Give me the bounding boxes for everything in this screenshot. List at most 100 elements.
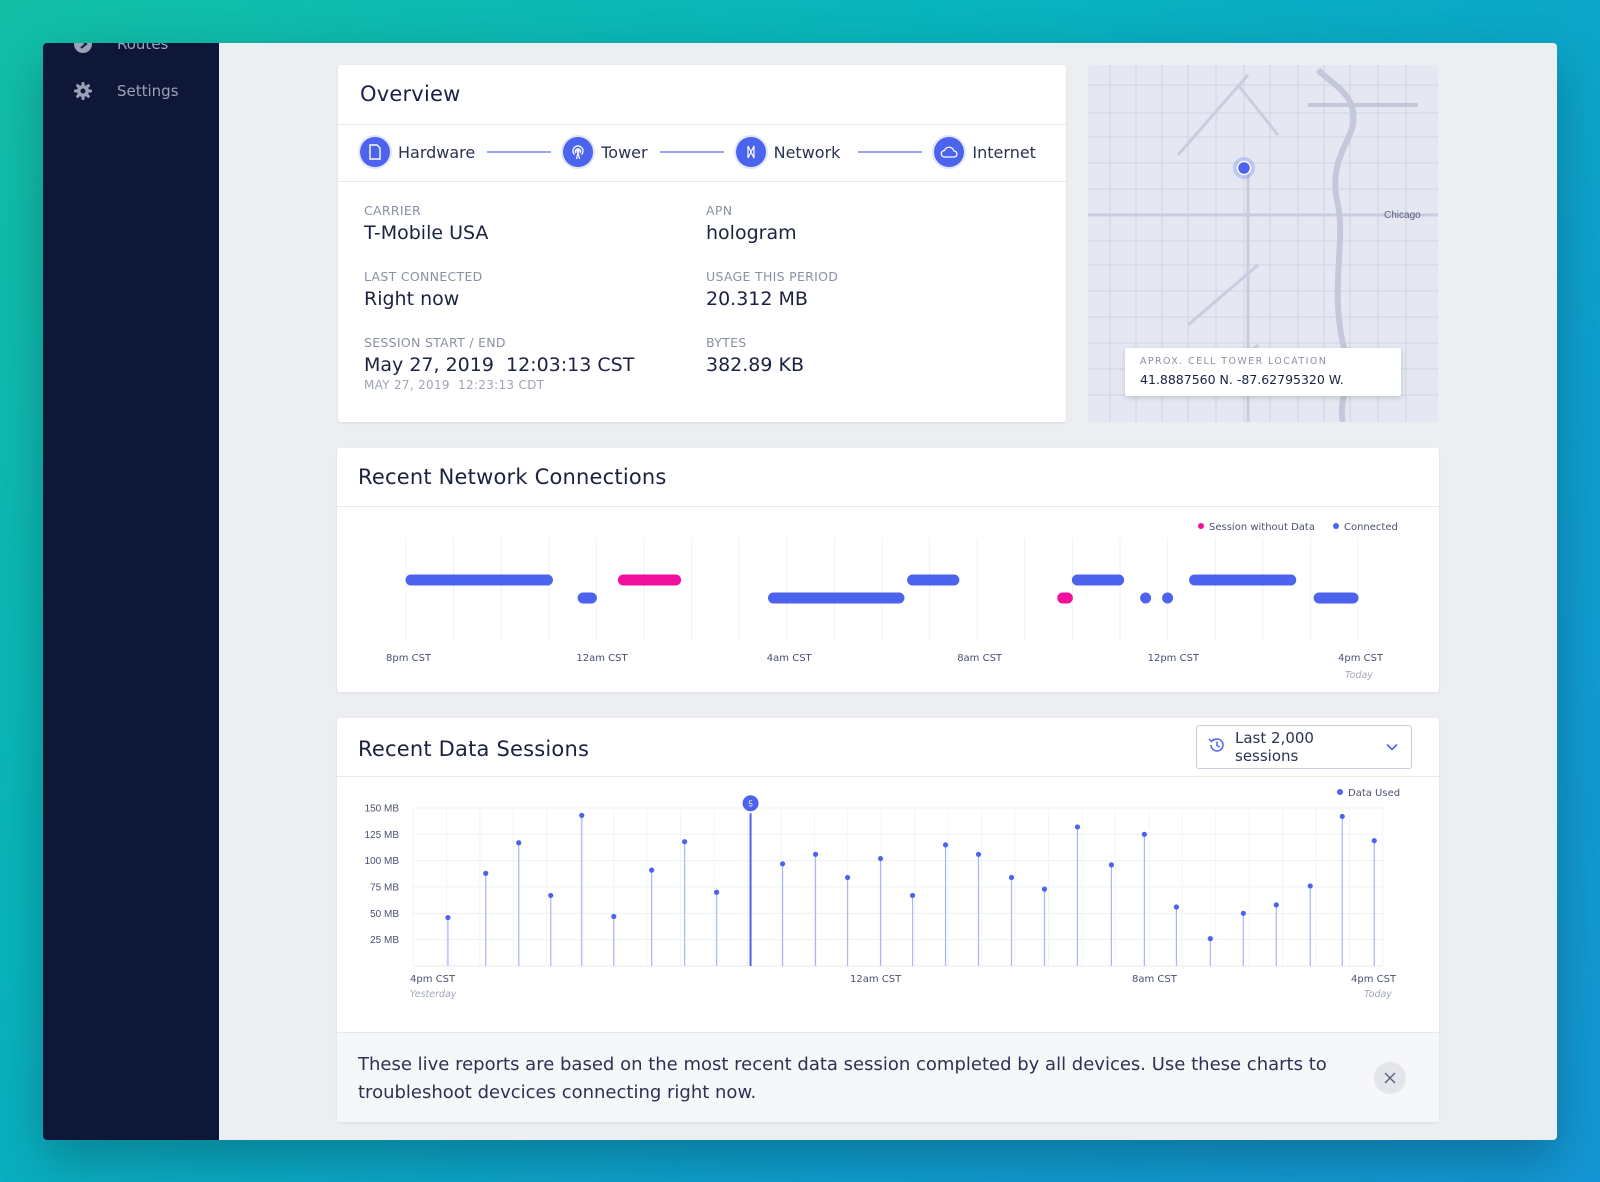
chevron-down-icon (1385, 738, 1399, 756)
data-point (1207, 936, 1213, 942)
data-point (942, 842, 949, 848)
data-point (1108, 862, 1114, 868)
network-icon (735, 137, 766, 167)
carrier-field: CARRIER T-Mobile USA (364, 203, 488, 244)
step-label: Network (773, 142, 841, 162)
tower-location-tooltip: APROX. CELL TOWER LOCATION 41.8887560 N.… (1125, 348, 1401, 396)
x-tick-label: 8pm CST (386, 653, 432, 664)
data-point (844, 874, 851, 881)
session-range-dropdown[interactable]: Last 2,000 sessions (1196, 725, 1412, 769)
field-label: USAGE THIS PERIOD (706, 269, 839, 284)
legend-session-without-data: Session without Data (1198, 522, 1315, 533)
x-tick-label: 8am CST (1132, 974, 1177, 985)
history-icon (1207, 735, 1227, 759)
step-internet[interactable]: Internet (934, 137, 1036, 167)
tooltip-label: APROX. CELL TOWER LOCATION (1140, 356, 1328, 367)
data-point (445, 914, 451, 921)
data-point (483, 870, 489, 876)
y-tick-label: 100 MB (365, 856, 400, 867)
legend-data-used: Data Used (1337, 788, 1400, 799)
data-point (1173, 904, 1179, 910)
data-point (1008, 874, 1015, 881)
connections-legend: Session without Data Connected (1198, 522, 1398, 533)
data-point (877, 855, 884, 862)
field-value: T-Mobile USA (364, 222, 489, 244)
x-axis-yesterday: Yesterday (410, 989, 457, 1000)
connection-point (1140, 592, 1152, 604)
data-point (779, 861, 786, 867)
x-axis-today: Today (1345, 670, 1373, 681)
data-point (909, 892, 916, 899)
x-tick-label: 12am CST (576, 653, 628, 664)
tooltip-coordinates: 41.8887560 N. -87.62795320 W. (1140, 372, 1344, 387)
app-window: Routes (43, 43, 1557, 1140)
x-tick-label: 4am CST (766, 653, 812, 664)
data-point-highlight (742, 795, 759, 812)
connection-point (1162, 592, 1174, 604)
overview-title: Overview (360, 82, 461, 106)
routes-icon (73, 43, 93, 54)
field-value: hologram (706, 222, 797, 244)
step-label: Internet (972, 142, 1036, 162)
data-sessions-chart: 25 MB 50 MB 75 MB 100 MB 125 MB 150 MB 5 (365, 795, 1384, 967)
sidebar-item-label: Settings (117, 82, 179, 100)
divider (337, 506, 1439, 507)
step-network[interactable]: Network (735, 137, 841, 167)
step-label: Tower (601, 142, 648, 162)
x-tick-label: 4pm CST (410, 974, 456, 985)
close-icon (1384, 1069, 1396, 1088)
field-value: Right now (364, 288, 460, 310)
data-point (812, 851, 819, 857)
field-value: 20.312 MB (706, 288, 808, 310)
info-text: These live reports are based on the most… (358, 1054, 1327, 1103)
step-label: Hardware (398, 142, 476, 162)
divider (337, 776, 1439, 777)
sidebar-item-routes[interactable]: Routes (73, 43, 168, 54)
sessions-title: Recent Data Sessions (358, 737, 590, 761)
field-label: SESSION START / END (364, 335, 506, 350)
overview-card: Overview Hardware Tower Netwo (338, 65, 1066, 422)
y-tick-label: 50 MB (370, 909, 399, 920)
tower-icon (563, 137, 594, 167)
data-point (611, 913, 617, 920)
data-sessions-card: Recent Data Sessions Last 2,000 sessions… (337, 718, 1439, 1122)
x-tick-label: 12am CST (850, 974, 902, 985)
sim-card-icon (360, 137, 390, 167)
step-hardware[interactable]: Hardware (360, 137, 475, 167)
data-point (682, 839, 688, 845)
highlight-badge-label: 5 (748, 799, 753, 808)
gear-icon (73, 81, 93, 101)
field-label: BYTES (706, 335, 747, 350)
map-city-label: Chicago (1384, 210, 1421, 221)
y-tick-label: 75 MB (370, 883, 399, 894)
field-label: APN (706, 203, 733, 218)
close-button[interactable] (1374, 1062, 1406, 1094)
data-point (649, 867, 655, 873)
data-point (548, 892, 554, 899)
data-point (579, 812, 585, 818)
tower-location-map[interactable]: Chicago APROX. CELL TOWER LOCATION 41.88… (1088, 65, 1438, 422)
bytes-field: BYTES 382.89 KB (706, 335, 804, 376)
y-tick-label: 125 MB (365, 830, 400, 841)
sessions-legend: Data Used (1337, 788, 1400, 799)
x-tick-label: 4pm CST (1351, 974, 1397, 985)
session-field: SESSION START / END May 27, 2019 12:03:1… (364, 335, 634, 392)
y-tick-label: 150 MB (365, 804, 400, 815)
divider (338, 124, 1066, 125)
dropdown-label: Last 2,000 sessions (1235, 729, 1314, 765)
x-tick-label: 8am CST (957, 653, 1003, 664)
data-point (1371, 838, 1377, 844)
connection-stepper: Hardware Tower Network Int (360, 137, 1036, 167)
field-subvalue: MAY 27, 2019 12:23:13 CDT (364, 378, 545, 392)
data-point (1339, 813, 1345, 820)
data-point (1273, 902, 1279, 908)
data-point (1074, 824, 1081, 830)
field-value: 382.89 KB (706, 354, 805, 376)
sidebar: Routes (43, 43, 219, 1140)
sidebar-item-settings[interactable]: Settings (73, 81, 179, 101)
legend-connected: Connected (1332, 522, 1398, 533)
data-point (1240, 910, 1246, 916)
step-connector (487, 151, 552, 153)
data-point (1141, 831, 1147, 837)
step-tower[interactable]: Tower (563, 137, 648, 167)
